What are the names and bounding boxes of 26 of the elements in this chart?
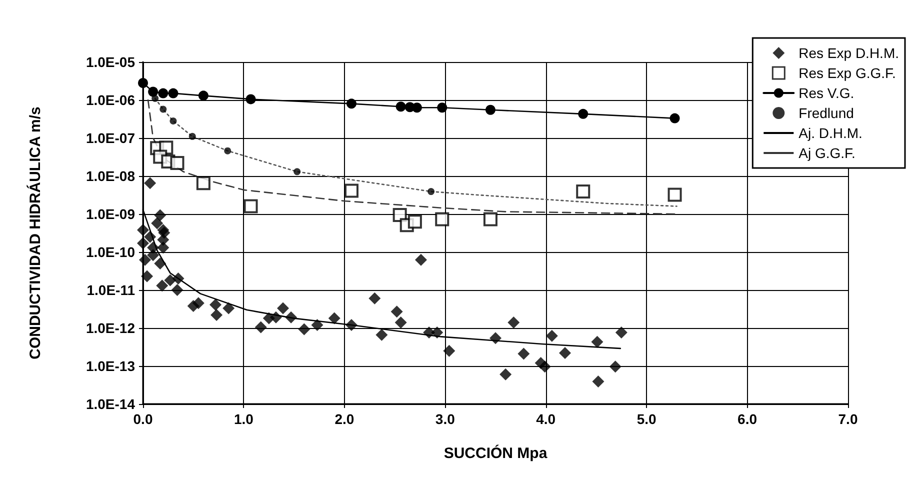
y-tick-label: 1.0E-07 (86, 130, 136, 146)
legend-label: Fredlund (798, 105, 854, 121)
legend-label: Aj G.G.F. (798, 145, 856, 161)
x-tick-label: 5.0 (636, 411, 657, 427)
y-tick-label: 1.0E-11 (86, 282, 136, 298)
y-tick-label: 1.0E-08 (86, 168, 136, 184)
y-tick-label: 1.0E-14 (86, 396, 136, 412)
legend-label: Res Exp D.H.M. (798, 45, 900, 61)
x-tick-label: 2.0 (334, 411, 354, 427)
legend-label: Res V.G. (798, 85, 854, 101)
y-tick-label: 1.0E-09 (86, 206, 136, 222)
x-tick-label: 3.0 (435, 411, 456, 427)
x-tick-label: 7.0 (838, 411, 858, 427)
y-tick-label: 1.0E-13 (86, 358, 136, 374)
y-tick-label: 1.0E-10 (86, 244, 136, 260)
x-tick-label: 0.0 (133, 411, 153, 427)
y-tick-label: 1.0E-12 (86, 320, 136, 336)
y-tick-label: 1.0E-05 (86, 54, 136, 70)
x-axis-title: SUCCIÓN Mpa (444, 444, 548, 462)
x-tick-label: 4.0 (536, 411, 556, 427)
y-tick-label: 1.0E-06 (86, 92, 136, 108)
legend-label: Res Exp G.G.F. (798, 65, 896, 81)
x-tick-label: 6.0 (738, 411, 758, 427)
x-tick-label: 1.0 (234, 411, 254, 427)
y-axis-title: CONDUCTIVIDAD HIDRÁULICA m/s (26, 106, 44, 360)
legend-label: Aj. D.H.M. (798, 125, 862, 141)
